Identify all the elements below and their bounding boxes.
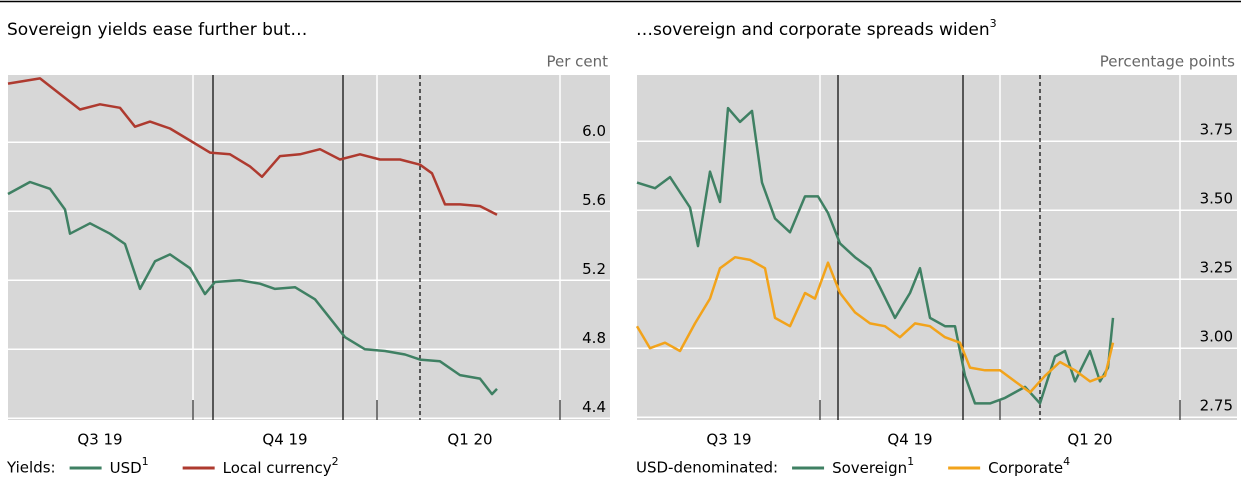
x-tick-label: Q4 19 (887, 431, 932, 449)
legend-entry: Sovereign1 (832, 455, 914, 477)
x-tick-label: Q4 19 (262, 431, 307, 449)
y-tick-label: 3.50 (1200, 190, 1233, 208)
legend-entry: USD1 (110, 455, 149, 477)
series-line (7, 77, 498, 216)
title-text: …sovereign and corporate spreads widen (636, 20, 990, 40)
y-tick-label: 3.25 (1200, 259, 1233, 277)
plot-background (8, 75, 610, 420)
legend-note: 4 (1063, 455, 1070, 468)
series-line (635, 255, 1115, 394)
y-tick-label: 5.6 (582, 191, 606, 209)
legend-name: USD (110, 459, 142, 477)
y-tick-label: 3.00 (1200, 328, 1233, 346)
plot-background (637, 75, 1237, 420)
legend-label: USD-denominated: (636, 459, 778, 477)
x-tick-label: Q3 19 (77, 431, 122, 449)
legend-name: Corporate (988, 459, 1063, 477)
legend-label: Yields: (6, 459, 56, 477)
x-tick-label: Q1 20 (447, 431, 492, 449)
legend-entry: Corporate4 (988, 455, 1070, 477)
y-tick-label: 6.0 (582, 122, 606, 140)
legend-note: 1 (142, 455, 149, 468)
y-tick-label: 3.75 (1200, 121, 1233, 139)
legend-name: Sovereign (832, 459, 907, 477)
legend-entry: Local currency2 (223, 455, 339, 477)
panel-title: Sovereign yields ease further but… (7, 20, 307, 40)
series-line (7, 180, 498, 396)
series-line (636, 106, 1115, 405)
legend-name: Local currency (223, 459, 332, 477)
legend-note: 2 (332, 455, 339, 468)
x-tick-label: Q3 19 (706, 431, 751, 449)
title-note: 3 (990, 17, 997, 30)
unit-label: Per cent (546, 53, 608, 71)
title-text: Sovereign yields ease further but… (7, 20, 307, 40)
y-tick-label: 2.75 (1200, 397, 1233, 415)
unit-label: Percentage points (1100, 53, 1235, 71)
y-tick-label: 5.2 (582, 260, 606, 278)
legend-note: 1 (907, 455, 914, 468)
x-tick-label: Q1 20 (1067, 431, 1112, 449)
y-tick-label: 4.8 (582, 329, 606, 347)
y-tick-label: 4.4 (582, 398, 606, 416)
panel-title: …sovereign and corporate spreads widen3 (636, 17, 997, 40)
